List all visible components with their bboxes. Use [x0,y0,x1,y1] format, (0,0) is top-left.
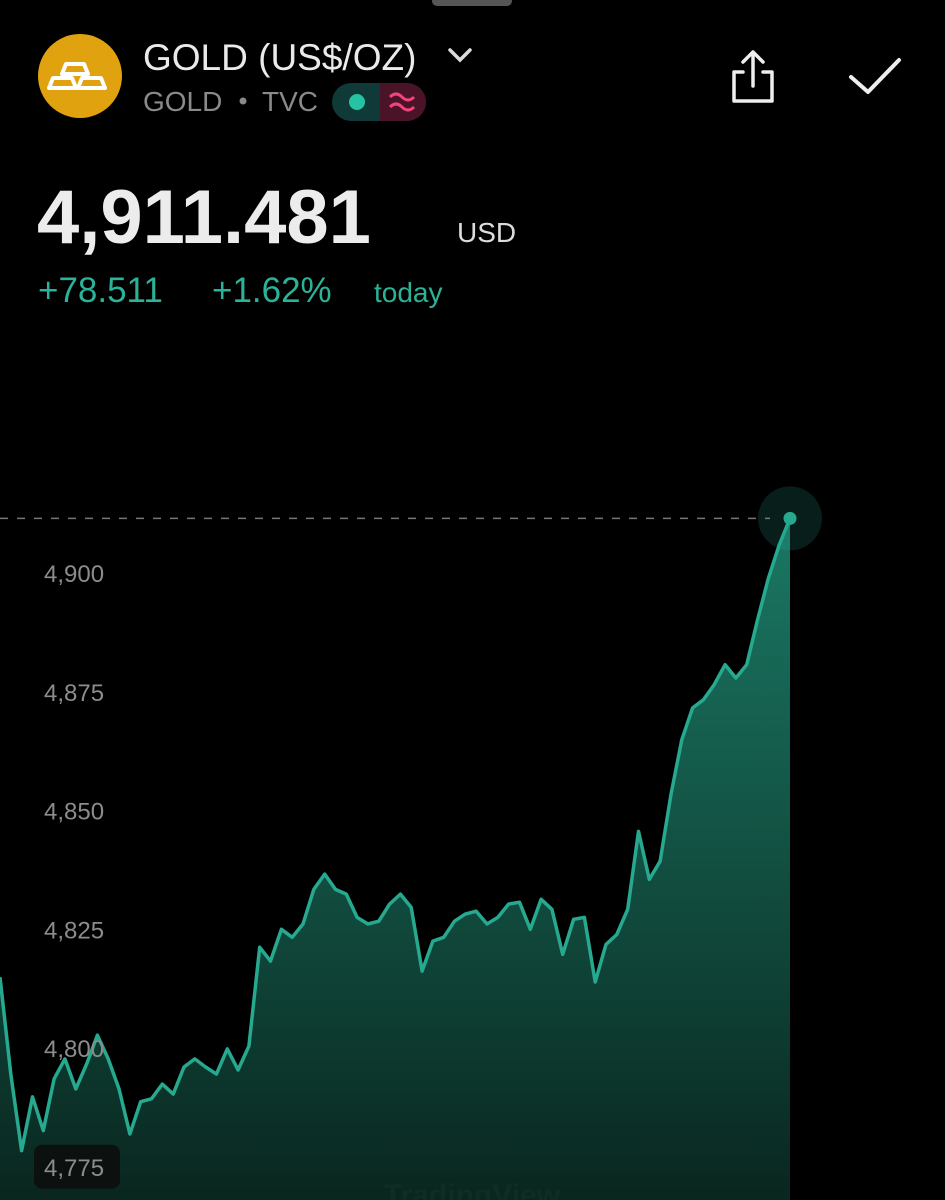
y-tick-label: 4,825 [44,917,104,944]
market-status[interactable] [332,83,426,121]
share-button[interactable] [732,50,774,103]
y-tick-label-bg [34,1144,120,1189]
symbol-code: GOLD [143,86,222,117]
separator-dot [239,97,247,105]
y-tick-label: 4,800 [44,1036,104,1063]
price-line [0,517,792,1153]
y-tick-label: 4,900 [44,561,104,588]
symbol-title[interactable]: GOLD (US$/OZ) [143,37,416,78]
last-price-dot [783,511,797,525]
y-tick-label: 4,850 [44,799,104,826]
notch [432,0,512,6]
price-chart: TradingView4,7754,8004,8254,8504,8754,90… [0,486,822,1200]
price: 4,911.481 [37,175,371,260]
dropdown-chevron[interactable] [448,48,472,63]
price-change: +78.511 [38,271,163,310]
percent-change: +1.62% [212,271,332,310]
change-period: today [374,277,443,308]
exchange: TVC [262,86,318,117]
symbol-logo [38,34,122,118]
y-tick-label: 4,775 [44,1155,104,1182]
currency: USD [457,217,516,248]
done-button[interactable] [849,58,901,94]
price-area [0,518,790,1200]
y-tick-label: 4,875 [44,680,104,707]
